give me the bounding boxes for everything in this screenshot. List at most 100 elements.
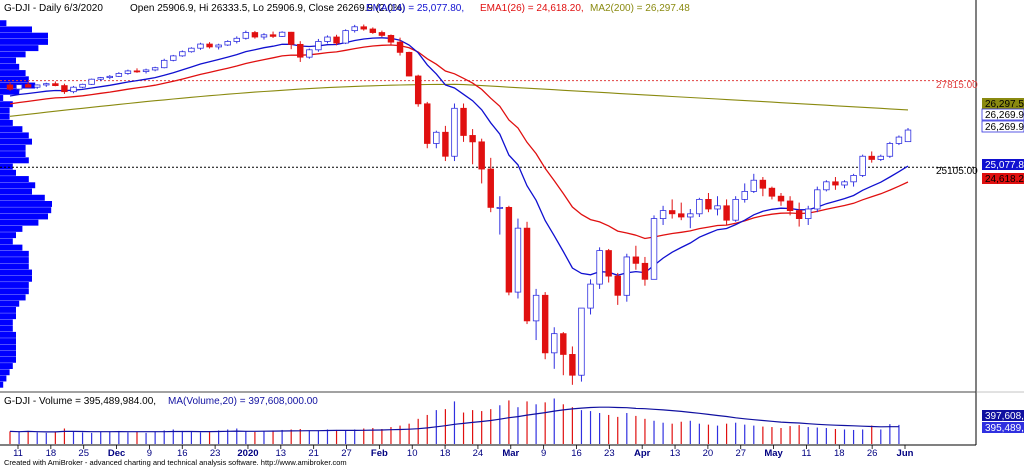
x-tick-label-3: Dec bbox=[108, 448, 125, 459]
candle-body-90 bbox=[823, 181, 830, 191]
candle-body-33 bbox=[306, 49, 313, 58]
profile-bar-46 bbox=[0, 95, 4, 101]
candle-body-50 bbox=[460, 107, 467, 136]
candle-body-46 bbox=[424, 103, 431, 144]
horizontal-levels bbox=[0, 80, 976, 168]
profile-bar-10 bbox=[0, 319, 13, 326]
x-tick-label-4: 9 bbox=[147, 448, 152, 459]
x-tick-label-16: 9 bbox=[541, 448, 546, 459]
candle-body-41 bbox=[378, 32, 386, 36]
ema26-line bbox=[9, 44, 909, 240]
level-label-upper: 27815.00 bbox=[936, 80, 978, 91]
profile-bar-41 bbox=[0, 126, 23, 133]
svg-text:397,608,: 397,608, bbox=[985, 411, 1024, 422]
candle-body-88 bbox=[805, 208, 812, 219]
candle-body-53 bbox=[487, 168, 494, 208]
candle-body-0 bbox=[6, 84, 14, 90]
profile-bar-55 bbox=[0, 38, 48, 45]
profile-bar-58 bbox=[0, 20, 7, 27]
candle-body-67 bbox=[614, 275, 621, 296]
profile-bar-33 bbox=[0, 176, 29, 182]
profile-bar-36 bbox=[0, 157, 29, 164]
candle-body-40 bbox=[369, 28, 377, 33]
candle-body-69 bbox=[632, 256, 640, 264]
price-header-symbol: G-DJI - Daily 6/3/2020 bbox=[4, 3, 103, 14]
profile-bar-26 bbox=[0, 219, 39, 226]
candle-body-74 bbox=[678, 213, 685, 218]
profile-bar-22 bbox=[0, 244, 23, 251]
candle-body-1 bbox=[15, 84, 23, 90]
candle-body-78 bbox=[714, 205, 721, 210]
profile-bar-53 bbox=[0, 51, 26, 58]
candle-body-63 bbox=[578, 307, 585, 376]
profile-bar-7 bbox=[0, 338, 16, 345]
ema26-legend: EMA1(26) = 24,618.20, bbox=[480, 3, 584, 14]
x-tick-label-17: 16 bbox=[571, 448, 582, 459]
x-tick-label-25: 18 bbox=[834, 448, 845, 459]
candle-body-32 bbox=[297, 43, 304, 58]
candle-body-13 bbox=[124, 70, 132, 74]
candle-body-24 bbox=[224, 41, 231, 46]
x-tick-label-15: Mar bbox=[502, 448, 519, 459]
volume-header: G-DJI - Volume = 395,489,984.00, bbox=[4, 396, 156, 407]
profile-bar-52 bbox=[0, 57, 16, 64]
candle-body-51 bbox=[469, 135, 476, 143]
x-tick-label-10: 27 bbox=[341, 448, 352, 459]
candle-body-80 bbox=[732, 199, 739, 221]
x-axis: 11 18 25 Dec 9 16 23 2020 13 21 27 Feb 10 18 24 Mar 9 16 2… bbox=[13, 445, 914, 459]
candle-body-17 bbox=[160, 59, 168, 69]
profile-bar-45 bbox=[0, 101, 13, 108]
candle-body-27 bbox=[251, 32, 259, 38]
candle-body-61 bbox=[560, 333, 567, 355]
profile-bar-30 bbox=[0, 194, 45, 201]
candle-body-64 bbox=[587, 283, 594, 309]
candle-body-22 bbox=[206, 43, 213, 48]
x-tick-label-2: 25 bbox=[78, 448, 89, 459]
svg-text:24,618.2: 24,618.2 bbox=[985, 174, 1024, 185]
candle-body-58 bbox=[532, 294, 540, 322]
profile-bar-27 bbox=[0, 213, 48, 220]
x-tick-label-14: 24 bbox=[473, 448, 484, 459]
profile-bar-8 bbox=[0, 331, 16, 338]
ma200-path bbox=[9, 83, 909, 117]
candle-body-98 bbox=[895, 136, 903, 144]
profile-bar-21 bbox=[0, 250, 29, 257]
profile-bar-18 bbox=[0, 269, 32, 276]
volume-ma-legend: MA(Volume,20) = 397,608,000.00 bbox=[168, 396, 318, 407]
x-tick-label-19: Apr bbox=[634, 448, 651, 459]
candle-body-31 bbox=[287, 31, 295, 45]
candle-body-6 bbox=[61, 85, 68, 93]
candle-body-23 bbox=[215, 44, 222, 48]
candle-body-19 bbox=[179, 51, 186, 57]
profile-bar-47 bbox=[0, 88, 20, 95]
candle-body-95 bbox=[868, 155, 875, 160]
profile-bar-20 bbox=[0, 257, 29, 264]
candle-body-73 bbox=[668, 210, 676, 215]
profile-bar-2 bbox=[0, 369, 10, 376]
ema14-axis-tag: 25,077.8 bbox=[982, 159, 1024, 171]
x-tick-label-26: 26 bbox=[867, 448, 878, 459]
footer-credit: Created with AmiBroker - advanced charti… bbox=[4, 458, 347, 467]
candle-body-26 bbox=[242, 32, 250, 39]
x-tick-label-8: 13 bbox=[276, 448, 287, 459]
ma200-axis-tag: 26,297.5 bbox=[982, 98, 1024, 110]
x-tick-label-7: 2020 bbox=[237, 448, 258, 459]
candle-body-97 bbox=[886, 143, 894, 157]
profile-bar-5 bbox=[0, 350, 16, 357]
candle-body-70 bbox=[641, 262, 649, 280]
candle-body-85 bbox=[777, 195, 785, 202]
volume-ma-path bbox=[9, 406, 899, 433]
candle-body-54 bbox=[496, 206, 504, 209]
profile-bar-38 bbox=[0, 144, 26, 151]
ema14-line bbox=[9, 37, 909, 276]
profile-bar-6 bbox=[0, 344, 16, 351]
candle-body-14 bbox=[133, 70, 141, 73]
candle-body-89 bbox=[814, 189, 821, 210]
x-tick-label-20: 13 bbox=[670, 448, 681, 459]
candle-body-3 bbox=[34, 84, 41, 88]
ema26-path bbox=[9, 44, 909, 240]
profile-bar-23 bbox=[0, 238, 13, 245]
level-label-lower: 25105.00 bbox=[936, 166, 978, 177]
